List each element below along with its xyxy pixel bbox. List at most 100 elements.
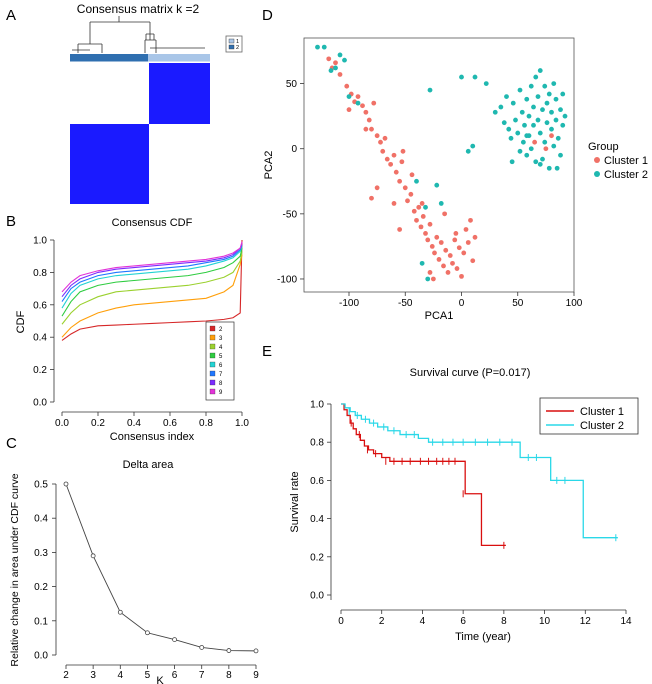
pca-point-cluster-1 bbox=[454, 266, 460, 271]
pca-point-cluster-1 bbox=[397, 227, 403, 232]
cdf-y-tick-label: 0.0 bbox=[33, 398, 47, 409]
panel-letter-c: C bbox=[6, 435, 17, 452]
pca-point-cluster-1 bbox=[408, 191, 414, 197]
pca-point-cluster-1 bbox=[432, 250, 437, 256]
pca-point-cluster-1 bbox=[391, 152, 397, 158]
delta-x-tick-label: 8 bbox=[226, 670, 232, 681]
pca-point-cluster-1 bbox=[452, 237, 458, 243]
pca-point-cluster-2 bbox=[501, 120, 507, 126]
cdf-line-k6 bbox=[61, 246, 243, 309]
matrix-block-1 bbox=[149, 63, 210, 124]
delta-y-tick-label: 0.0 bbox=[34, 651, 48, 662]
cdf-legend: 2 3 4 5 6 7 8 9 bbox=[205, 321, 235, 401]
cdf-legend-swatch-3 bbox=[209, 334, 216, 341]
survival-x-tick-label: 0 bbox=[338, 616, 344, 627]
cdf-x-tick-label: 0.2 bbox=[91, 418, 105, 429]
pca-point-cluster-1 bbox=[366, 117, 372, 123]
pca-point-cluster-1 bbox=[456, 245, 462, 251]
panel-letter-e: E bbox=[262, 343, 272, 360]
pca-point-cluster-1 bbox=[337, 72, 343, 77]
pca-point-cluster-1 bbox=[380, 148, 386, 154]
pca-point-cluster-2 bbox=[315, 44, 320, 50]
cdf-legend-swatch-5 bbox=[209, 352, 216, 359]
pca-point-cluster-1 bbox=[442, 211, 448, 217]
pca-legend-dot-2 bbox=[594, 171, 600, 177]
pca-x-tick-label: -50 bbox=[398, 298, 413, 309]
pca-point-cluster-2 bbox=[342, 57, 347, 63]
pca-point-cluster-2 bbox=[504, 94, 509, 100]
pca-point-cluster-2 bbox=[544, 120, 550, 126]
pca-point-cluster-1 bbox=[384, 156, 390, 162]
pca-point-cluster-2 bbox=[558, 152, 563, 158]
cdf-line-k2 bbox=[61, 239, 243, 341]
pca-point-cluster-1 bbox=[333, 60, 338, 66]
pca-point-cluster-1 bbox=[453, 230, 459, 236]
pca-point-cluster-2 bbox=[510, 100, 516, 106]
cdf-legend-label-3: 3 bbox=[219, 336, 223, 342]
delta-area-title: Delta area bbox=[123, 459, 175, 471]
pca-y-ticks: -100 -50 0 50 bbox=[277, 79, 304, 285]
survival-line-cluster-1 bbox=[341, 403, 506, 546]
consensus-matrix-panel: Consensus matrix k =2 1 2 bbox=[69, 2, 243, 205]
delta-x-tick-label: 4 bbox=[118, 670, 124, 681]
pca-y-tick-label: 0 bbox=[291, 144, 297, 155]
pca-legend: Cluster 1 Cluster 2 bbox=[594, 155, 648, 181]
pca-point-cluster-2 bbox=[554, 165, 560, 171]
panel-letter-d: D bbox=[262, 7, 273, 24]
pca-point-cluster-1 bbox=[363, 109, 369, 115]
delta-x-axis-label: K bbox=[156, 675, 164, 684]
delta-x-tick-label: 3 bbox=[90, 670, 96, 681]
survival-y-tick-label: 1.0 bbox=[310, 400, 324, 411]
cdf-legend-box bbox=[205, 321, 235, 401]
cdf-legend-swatch-8 bbox=[209, 379, 216, 386]
pca-point-cluster-1 bbox=[402, 185, 408, 191]
delta-x-tick-label: 9 bbox=[253, 670, 259, 681]
pca-point-cluster-2 bbox=[328, 68, 334, 73]
survival-x-tick-label: 14 bbox=[620, 616, 632, 627]
pca-y-axis-label: PCA2 bbox=[263, 151, 275, 180]
pca-point-cluster-1 bbox=[369, 195, 374, 201]
matrix-legend-1: 1 bbox=[236, 39, 239, 45]
pca-point-cluster-1 bbox=[374, 185, 380, 191]
pca-point-cluster-2 bbox=[535, 117, 541, 123]
cdf-y-tick-label: 0.8 bbox=[33, 268, 47, 279]
legend-swatch-1 bbox=[228, 38, 235, 44]
pca-point-cluster-1 bbox=[549, 133, 554, 139]
pca-frame bbox=[303, 37, 575, 293]
cdf-legend-label-4: 4 bbox=[219, 345, 223, 351]
delta-point-k3 bbox=[90, 553, 96, 559]
survival-x-tick-label: 12 bbox=[580, 616, 592, 627]
pca-point-cluster-1 bbox=[463, 227, 469, 232]
pca-point-cluster-1 bbox=[409, 172, 415, 178]
pca-point-cluster-2 bbox=[546, 165, 552, 171]
pca-point-cluster-1 bbox=[441, 263, 446, 269]
survival-x-axis-label: Time (year) bbox=[455, 631, 511, 643]
pca-point-cluster-1 bbox=[419, 201, 425, 206]
cdf-y-axis-label: CDF bbox=[15, 310, 27, 333]
consensus-matrix-title: Consensus matrix k =2 bbox=[77, 2, 200, 16]
pca-point-cluster-2 bbox=[540, 156, 545, 162]
pca-point-cluster-2 bbox=[542, 139, 548, 145]
delta-y-tick-label: 0.3 bbox=[34, 548, 48, 559]
pca-point-cluster-1 bbox=[470, 258, 476, 264]
survival-y-tick-label: 0.8 bbox=[310, 438, 324, 449]
pca-point-cluster-1 bbox=[378, 139, 383, 145]
delta-point-k7 bbox=[199, 645, 205, 650]
cdf-legend-swatch-2 bbox=[209, 325, 216, 332]
survival-x-ticks: 0 2 4 6 8 10 12 14 bbox=[338, 610, 632, 627]
cluster-bar-2 bbox=[70, 54, 148, 62]
survival-x-tick-label: 10 bbox=[539, 616, 551, 627]
delta-y-tick-label: 0.5 bbox=[34, 480, 48, 491]
pca-point-cluster-2 bbox=[555, 135, 561, 141]
pca-point-cluster-2 bbox=[553, 96, 559, 102]
survival-legend-label-1: Cluster 1 bbox=[580, 406, 624, 418]
delta-x-tick-label: 2 bbox=[63, 670, 69, 681]
pca-point-cluster-1 bbox=[363, 126, 369, 132]
pca-point-cluster-1 bbox=[443, 247, 449, 253]
delta-point-k9 bbox=[253, 648, 259, 654]
pca-point-cluster-1 bbox=[391, 201, 397, 206]
pca-point-cluster-2 bbox=[515, 130, 521, 136]
pca-point-cluster-2 bbox=[517, 87, 523, 93]
pca-point-cluster-1 bbox=[399, 159, 405, 165]
pca-y-tick-label: -50 bbox=[283, 209, 298, 220]
